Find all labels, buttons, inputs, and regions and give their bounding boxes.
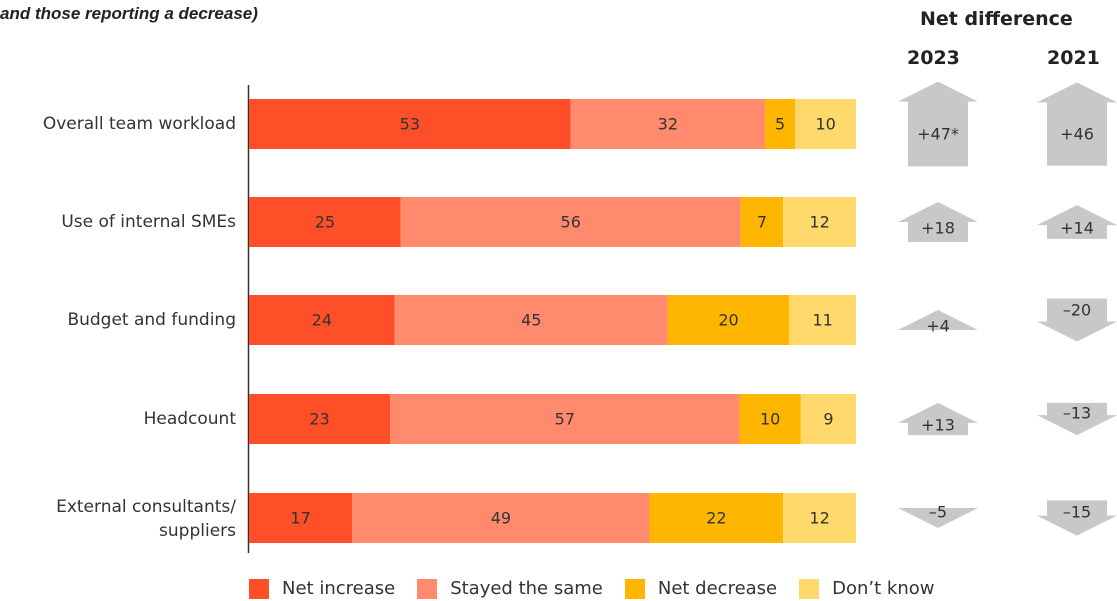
- net-difference-label: +18: [921, 219, 955, 238]
- bar-value-label: 11: [812, 311, 832, 330]
- net-difference-label: +14: [1060, 219, 1094, 238]
- up-arrow-icon: [898, 81, 978, 167]
- bar-value-label: 56: [561, 213, 581, 232]
- up-arrow-icon: [898, 202, 978, 242]
- legend-swatch-net-decrease: [624, 578, 645, 599]
- bar-value-label: 12: [809, 509, 829, 528]
- bar-value-label: 53: [400, 115, 420, 134]
- bar-segment: [394, 295, 668, 345]
- category-label: Headcount: [144, 409, 237, 429]
- up-arrow-icon: [898, 402, 978, 436]
- bar-value-label: 25: [315, 213, 335, 232]
- net-difference-label: +13: [921, 416, 955, 435]
- bar-value-label: 32: [658, 115, 678, 134]
- bar-segment: [800, 394, 856, 444]
- bar-segment: [249, 295, 395, 345]
- legend-label: Net decrease: [657, 578, 778, 599]
- year-2021-header: 2021: [1047, 47, 1100, 69]
- year-2023-header: 2023: [907, 47, 960, 69]
- bar-segment: [390, 394, 740, 444]
- legend-label: Don’t know: [832, 578, 935, 599]
- down-arrow-icon: [1037, 500, 1117, 536]
- net-difference-label: –13: [1063, 404, 1091, 423]
- bar-segment: [570, 99, 765, 149]
- category-label: Budget and funding: [67, 310, 236, 330]
- bar-segment: [783, 493, 856, 543]
- bar-value-label: 23: [309, 410, 329, 429]
- bar-value-label: 49: [491, 509, 511, 528]
- net-difference-label: +47*: [917, 125, 959, 144]
- legend-swatch-net-increase: [249, 578, 269, 599]
- bar-value-label: 9: [823, 410, 833, 429]
- bar-value-label: 5: [775, 115, 785, 134]
- bar-segment: [649, 493, 784, 543]
- bar-segment: [783, 197, 856, 247]
- legend-label: Stayed the same: [450, 578, 603, 599]
- bar-segment: [249, 394, 391, 444]
- net-difference-label: –20: [1063, 301, 1091, 320]
- legend-item-dont-know: Don’t know: [799, 578, 935, 599]
- bar-value-label: 17: [290, 509, 310, 528]
- legend-item-stayed-same: Stayed the same: [417, 578, 603, 599]
- bar-segment: [740, 197, 784, 247]
- down-arrow-icon: [898, 508, 978, 528]
- up-arrow-icon: [1037, 82, 1117, 166]
- bar-value-label: 7: [757, 213, 767, 232]
- bar-segment: [667, 295, 790, 345]
- bar-segment: [789, 295, 856, 345]
- legend-item-net-decrease: Net decrease: [624, 578, 778, 599]
- net-difference-label: –5: [929, 503, 947, 522]
- legend-swatch-stayed-same: [417, 578, 438, 599]
- net-difference-label: +46: [1060, 125, 1094, 144]
- category-label: External consultants/: [56, 497, 236, 517]
- bar-segment: [249, 99, 571, 149]
- bar-segment: [400, 197, 741, 247]
- net-difference-label: +4: [926, 317, 950, 336]
- net-difference-header: Net difference: [920, 8, 1073, 30]
- bar-value-label: 10: [815, 115, 835, 134]
- bar-segment: [352, 493, 650, 543]
- bar-value-label: 10: [760, 410, 780, 429]
- chart-subtitle: and those reporting a decrease): [0, 4, 258, 23]
- bar-value-label: 57: [555, 410, 575, 429]
- bar-segment: [795, 99, 856, 149]
- legend-swatch-dont-know: [799, 578, 820, 599]
- bar-segment: [739, 394, 801, 444]
- bar-segment: [764, 99, 796, 149]
- bar-value-label: 22: [706, 509, 726, 528]
- down-arrow-icon: [1037, 402, 1117, 436]
- bar-value-label: 45: [521, 311, 541, 330]
- bar-value-label: 12: [809, 213, 829, 232]
- category-label: Overall team workload: [43, 114, 236, 134]
- bar-value-label: 24: [312, 311, 332, 330]
- category-label: Use of internal SMEs: [61, 212, 236, 232]
- up-arrow-icon: [1037, 205, 1117, 239]
- down-arrow-icon: [1037, 298, 1117, 342]
- chart-legend: Net increase Stayed the same Net decreas…: [249, 578, 957, 599]
- bar-value-label: 20: [718, 311, 738, 330]
- bar-segment: [249, 493, 353, 543]
- legend-item-net-increase: Net increase: [249, 578, 395, 599]
- category-label: suppliers: [159, 521, 236, 541]
- up-arrow-icon: [898, 310, 978, 330]
- net-difference-label: –15: [1063, 503, 1091, 522]
- legend-label: Net increase: [282, 578, 396, 599]
- bar-segment: [249, 197, 401, 247]
